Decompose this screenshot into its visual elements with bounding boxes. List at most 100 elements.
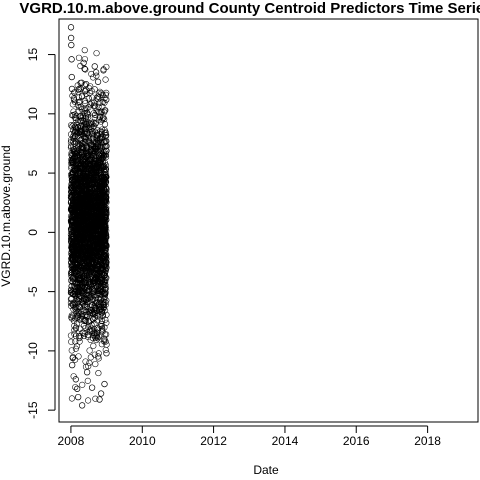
data-point [88,188,95,195]
data-point [77,288,84,295]
data-point [101,380,108,388]
data-point [70,183,77,190]
data-point [85,282,92,289]
data-point [98,318,106,325]
data-point [68,85,76,93]
y-tick-label: 10 [26,107,40,121]
data-point [68,73,75,81]
data-point [90,316,97,323]
data-point [85,230,92,237]
data-point [71,327,78,334]
data-point [100,180,108,187]
data-point [91,243,98,250]
data-point [81,124,89,131]
x-axis-label: Date [253,463,279,477]
data-point [87,83,94,90]
data-point [90,228,97,235]
data-point [68,395,76,402]
data-point [85,189,93,196]
data-point [101,272,108,279]
plot-area [58,18,479,423]
data-point [83,369,91,376]
x-tick-label: 2014 [272,434,299,448]
data-point [81,65,88,72]
data-point [72,325,79,332]
data-point [72,384,79,391]
x-tick-label: 2016 [343,434,370,448]
data-point [102,91,109,98]
data-point [69,354,76,362]
data-point [95,350,102,357]
data-point [85,257,92,264]
data-point [77,249,84,256]
data-point [67,332,75,339]
data-point [90,175,97,182]
y-axis: -15 -10 -5 0 5 10 15 [26,48,56,419]
data-point [73,196,80,203]
data-point [79,233,86,240]
data-point [93,108,100,115]
data-point [85,135,92,142]
data-point [79,154,86,161]
data-point [95,232,102,239]
data-point [85,291,92,299]
data-point [100,231,107,238]
data-point [84,111,91,119]
data-point [84,333,92,340]
data-point [72,132,79,139]
data-point [73,205,80,212]
data-point [102,205,109,212]
data-point [74,192,81,199]
data-point [99,155,106,162]
data-point [85,267,92,274]
data-point [102,198,109,206]
data-point [71,267,78,275]
data-point [73,292,80,299]
data-point [99,225,106,232]
data-point [85,323,92,331]
data-point [94,96,102,103]
data-point [77,183,84,190]
data-point [72,192,79,199]
data-point [72,127,79,135]
data-point [102,138,109,145]
data-point [101,206,108,213]
data-point [73,201,80,208]
data-point [80,172,87,179]
data-point [101,291,108,298]
data-point [101,139,108,146]
data-point [76,151,83,159]
data-point [79,140,86,147]
y-tick-label: -15 [26,401,40,419]
data-point [94,187,101,194]
data-point [93,331,101,338]
data-point [76,258,83,265]
data-point [87,195,94,202]
data-point [94,78,102,85]
data-point [85,138,92,145]
data-point [71,150,79,157]
data-point [83,223,90,230]
data-point [92,104,99,111]
data-point [99,301,107,308]
data-point [73,175,80,182]
data-point [87,121,94,128]
data-point [80,329,87,336]
data-point [77,163,84,170]
data-point [82,317,89,324]
data-point [76,276,83,283]
data-point [101,203,108,210]
data-point [85,363,92,370]
data-point [103,207,110,214]
y-tick-label: -10 [26,342,40,360]
data-point [99,164,106,172]
data-point [73,232,80,239]
data-point [90,102,97,109]
data-point [86,139,93,146]
data-point [94,244,101,251]
data-point [68,56,75,63]
data-point [84,263,91,271]
data-point [75,89,82,96]
data-point [81,56,88,63]
data-point [100,235,107,242]
